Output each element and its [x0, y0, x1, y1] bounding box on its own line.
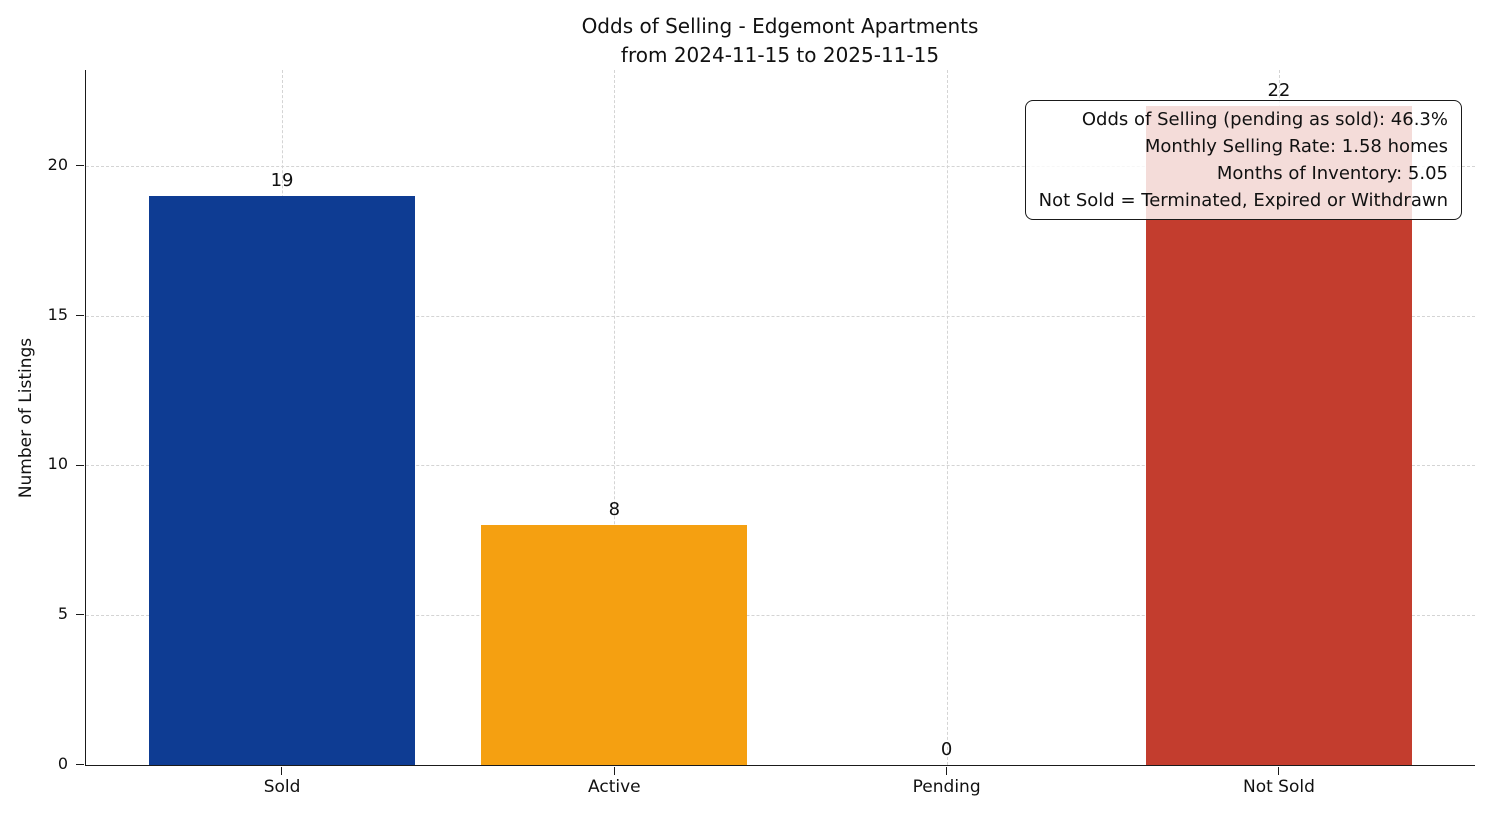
h-gridline	[86, 315, 1475, 317]
bar-value-label: 8	[608, 499, 621, 521]
bar-active	[481, 525, 748, 765]
bar-value-label: 0	[940, 739, 953, 760]
y-tick-mark	[76, 764, 84, 766]
x-tick-mark	[1278, 767, 1280, 775]
h-gridline	[86, 165, 1475, 167]
annotation-odds-of-selling: Odds of Selling (pending as sold): 46.3%	[1081, 109, 1448, 130]
annotation-months-of-inventory: Months of Inventory: 5.05	[1216, 163, 1448, 184]
x-tick-mark	[945, 767, 947, 775]
v-gridline	[614, 70, 616, 765]
chart-title-line2: from 2024-11-15 to 2025-11-15	[620, 43, 940, 67]
v-gridline	[946, 70, 948, 765]
bar-value-label: 19	[270, 169, 294, 191]
x-tick-mark	[281, 767, 283, 775]
y-tick-mark	[76, 165, 84, 167]
x-tick-mark	[613, 767, 615, 775]
y-tick-mark	[76, 314, 84, 316]
x-tick-label: Pending	[912, 777, 981, 797]
annotation-not-sold-definition: Not Sold = Terminated, Expired or Withdr…	[1038, 190, 1448, 211]
x-tick-label: Not Sold	[1242, 777, 1315, 797]
y-tick-label: 15	[47, 304, 68, 324]
y-axis-label: Number of Listings	[16, 337, 36, 499]
chart-title: Odds of Selling - Edgemont Apartments fr…	[85, 12, 1475, 70]
x-tick-label: Active	[588, 777, 641, 797]
annotation-box: Odds of Selling (pending as sold): 46.3%…	[1024, 100, 1462, 220]
y-tick-mark	[76, 614, 84, 616]
h-gridline	[86, 615, 1475, 617]
y-tick-label: 20	[47, 154, 68, 174]
h-gridline	[86, 465, 1475, 467]
bar-sold	[149, 195, 415, 765]
chart-title-line1: Odds of Selling - Edgemont Apartments	[581, 14, 979, 38]
annotation-monthly-selling-rate: Monthly Selling Rate: 1.58 homes	[1144, 136, 1448, 157]
y-tick-label: 10	[47, 454, 68, 474]
bar-value-label: 22	[1267, 79, 1291, 101]
y-tick-label: 5	[57, 604, 68, 624]
y-tick-label: 0	[57, 754, 68, 773]
y-tick-mark	[76, 464, 84, 466]
x-tick-label: Sold	[263, 777, 301, 797]
